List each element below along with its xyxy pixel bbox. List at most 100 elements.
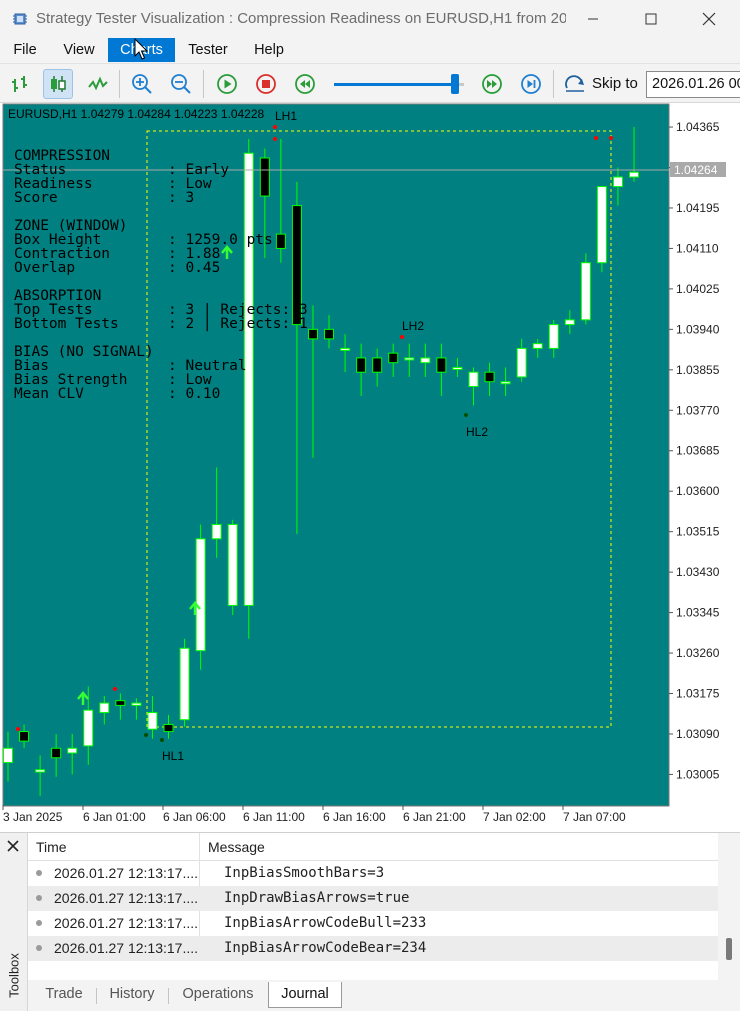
candlestick-button[interactable] xyxy=(43,69,73,99)
journal-scrollbar[interactable] xyxy=(718,833,740,983)
journal-message: InpBiasArrowCodeBear=234 xyxy=(224,940,427,956)
minimize-button[interactable] xyxy=(564,0,622,38)
bull-candle-body xyxy=(243,152,254,606)
tab-separator xyxy=(168,988,169,1004)
tab-history[interactable]: History xyxy=(109,986,155,1002)
bull-candle-body xyxy=(468,371,479,387)
chart-plot-area xyxy=(2,103,670,807)
line-chart-button[interactable] xyxy=(83,69,113,99)
tab-trade[interactable]: Trade xyxy=(45,986,83,1002)
compression-box xyxy=(146,130,612,728)
play-button[interactable] xyxy=(212,69,242,99)
price-tick-label: 1.03090 xyxy=(676,727,720,741)
toolbox-close-button[interactable] xyxy=(7,839,19,857)
fast-forward-button[interactable] xyxy=(477,69,507,99)
tab-journal[interactable]: Journal xyxy=(268,982,342,1008)
swing-high-marker xyxy=(400,335,404,339)
contraction-value: : 1.88 xyxy=(168,246,220,262)
journal-time: 2026.01.27 12:13:17.... xyxy=(54,890,199,906)
tab-operations[interactable]: Operations xyxy=(182,986,254,1002)
swing-high-marker xyxy=(273,137,277,141)
bull-candle-body xyxy=(452,366,463,370)
bull-candle-body xyxy=(83,709,94,747)
step-end-button[interactable] xyxy=(516,69,546,99)
mouse-cursor-icon xyxy=(134,38,149,60)
info-dot-icon xyxy=(36,895,42,901)
bull-candle-body xyxy=(131,702,142,706)
swing-high-marker xyxy=(609,136,613,140)
swing-high-marker xyxy=(594,136,598,140)
score-value: : 3 xyxy=(168,190,194,206)
app-icon xyxy=(13,13,27,25)
speed-slider-fill xyxy=(334,83,455,86)
bull-candle-body xyxy=(211,524,222,540)
bar-chart-button[interactable] xyxy=(5,69,35,99)
contraction-label: Contraction xyxy=(14,246,110,262)
bull-candle-body xyxy=(3,747,13,764)
price-tick-label: 1.04365 xyxy=(676,120,720,134)
time-tick-label: 6 Jan 21:00 xyxy=(403,810,466,824)
step-end-icon xyxy=(521,74,541,94)
chart-panel[interactable]: LH1 LH2 HL1 HL2 EURUSD,H1 1.04279 1.0428… xyxy=(0,103,740,830)
price-tick-label: 1.03175 xyxy=(676,687,720,701)
status-label: Status xyxy=(14,162,66,178)
menu-view[interactable]: View xyxy=(63,42,95,58)
skip-to-button[interactable] xyxy=(560,69,590,99)
journal-row[interactable]: 2026.01.27 12:13:17.... InpBiasArrowCode… xyxy=(28,911,718,936)
bias-value: : Neutral xyxy=(168,358,247,374)
menu-file[interactable]: File xyxy=(13,42,37,58)
journal-row[interactable]: 2026.01.27 12:13:17.... InpBiasSmoothBar… xyxy=(28,861,718,886)
bull-candle-body xyxy=(35,769,46,773)
zoom-in-icon xyxy=(132,74,152,94)
journal-time: 2026.01.27 12:13:17.... xyxy=(54,865,199,881)
price-chart[interactable]: LH1 LH2 HL1 HL2 EURUSD,H1 1.04279 1.0428… xyxy=(0,103,740,830)
maximize-button[interactable] xyxy=(622,0,680,38)
bear-candle-body xyxy=(259,157,270,197)
bull-candle-body xyxy=(564,319,575,326)
bottom-tests-label: Bottom Tests xyxy=(14,316,119,332)
column-header-message[interactable]: Message xyxy=(208,839,265,855)
bull-candle-body xyxy=(227,524,238,606)
speed-slider[interactable] xyxy=(334,83,464,86)
swing-low-marker xyxy=(464,413,468,417)
bear-candle-body xyxy=(484,371,495,383)
info-dot-icon xyxy=(36,870,42,876)
time-tick-label: 3 Jan 2025 xyxy=(3,810,63,824)
zoom-out-button[interactable] xyxy=(166,69,196,99)
bear-candle-body xyxy=(356,357,367,373)
skip-to-date-input[interactable]: 2026.01.26 00 xyxy=(646,71,740,98)
readiness-value: : Low xyxy=(168,176,212,192)
maximize-icon xyxy=(645,13,657,25)
current-price-tag: 1.04264 xyxy=(670,162,726,177)
info-dot-icon xyxy=(36,945,42,951)
menu-tester[interactable]: Tester xyxy=(188,42,228,58)
play-icon xyxy=(217,74,237,94)
info-dot-icon xyxy=(36,920,42,926)
toolbar: Skip to 2026.01.26 00 xyxy=(0,63,740,103)
bias-header: BIAS (NO SIGNAL) xyxy=(14,344,154,360)
stop-icon xyxy=(256,74,276,94)
time-tick-label: 7 Jan 07:00 xyxy=(563,810,626,824)
close-button[interactable] xyxy=(680,0,738,38)
rewind-button[interactable] xyxy=(290,69,320,99)
toolbox-sidebar: Toolbox xyxy=(0,833,28,1011)
stop-button[interactable] xyxy=(251,69,281,99)
speed-slider-thumb[interactable] xyxy=(451,74,459,94)
column-header-time[interactable]: Time xyxy=(36,839,67,855)
menu-help[interactable]: Help xyxy=(254,42,284,58)
bull-candle-body xyxy=(596,186,607,264)
journal-row[interactable]: 2026.01.27 12:13:17.... InpBiasArrowCode… xyxy=(28,936,718,961)
bull-candle-body xyxy=(500,381,511,385)
journal-row[interactable]: 2026.01.27 12:13:17.... InpDrawBiasArrow… xyxy=(28,886,718,911)
bear-candle-body xyxy=(51,747,62,759)
bull-candle-body xyxy=(195,538,206,652)
zoom-in-button[interactable] xyxy=(127,69,157,99)
journal-time: 2026.01.27 12:13:17.... xyxy=(54,915,199,931)
compression-header: COMPRESSION xyxy=(14,148,110,164)
price-tick-label: 1.03515 xyxy=(676,525,720,539)
bull-candle-body xyxy=(147,712,158,730)
scrollbar-thumb[interactable] xyxy=(726,938,732,960)
bias-strength-value: : Low xyxy=(168,372,212,388)
time-tick-label: 6 Jan 01:00 xyxy=(83,810,146,824)
bear-candle-body xyxy=(115,700,126,706)
